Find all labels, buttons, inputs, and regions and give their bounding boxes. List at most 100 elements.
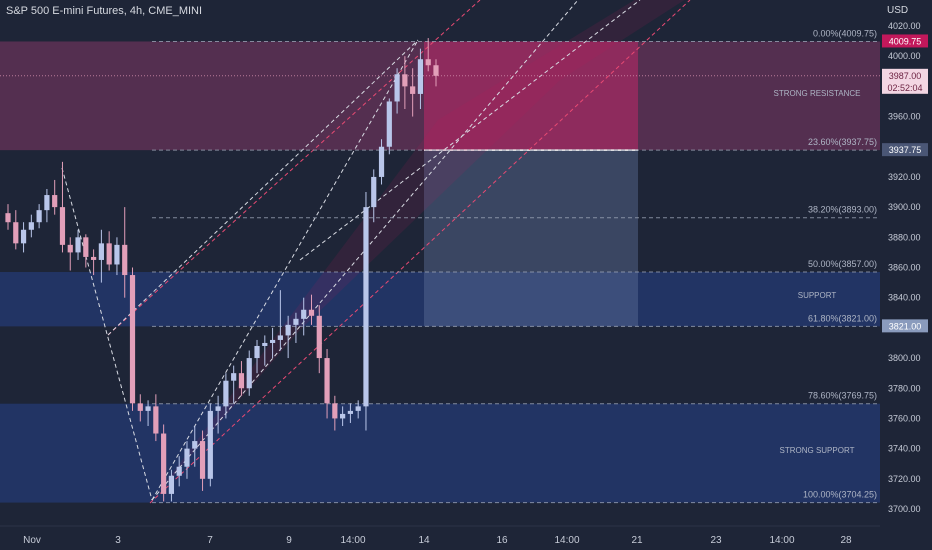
- position-stop-box[interactable]: [424, 150, 638, 327]
- candle-body[interactable]: [20, 229, 27, 244]
- x-tick-label: 14: [418, 535, 430, 546]
- candle-body[interactable]: [308, 309, 315, 316]
- candle-body[interactable]: [231, 373, 237, 381]
- candle-body[interactable]: [332, 403, 338, 419]
- fib-label: 61.80%(3821.00): [808, 313, 877, 323]
- candle-body[interactable]: [59, 207, 66, 245]
- fib-label: 100.00%(3704.25): [803, 490, 877, 500]
- candle-body[interactable]: [137, 403, 143, 411]
- candle-body[interactable]: [347, 410, 353, 414]
- chart-title: S&P 500 E-mini Futures, 4h, CME_MINI: [6, 5, 203, 17]
- price-badge: [882, 34, 928, 48]
- candle-body[interactable]: [293, 318, 299, 325]
- time-axis: [0, 526, 880, 550]
- white-channel-mid: [299, 0, 641, 261]
- candle-body[interactable]: [36, 210, 42, 223]
- candle-body[interactable]: [192, 441, 198, 449]
- y-tick-label: 3860.00: [888, 263, 921, 273]
- y-tick-label: 4020.00: [888, 21, 921, 31]
- candle-body[interactable]: [176, 466, 182, 476]
- candle-body[interactable]: [44, 195, 50, 211]
- candle-body[interactable]: [5, 213, 11, 223]
- candle-body[interactable]: [207, 410, 213, 479]
- candle-body[interactable]: [161, 433, 167, 494]
- x-tick-label: 23: [710, 535, 722, 546]
- candle-body[interactable]: [394, 74, 400, 102]
- y-tick-label: 3840.00: [888, 293, 921, 303]
- candle-body[interactable]: [91, 256, 97, 260]
- price-badge-label: 02:52:04: [887, 83, 922, 93]
- y-tick-label: 4000.00: [888, 51, 921, 61]
- candle-body[interactable]: [145, 406, 151, 411]
- candle-body[interactable]: [168, 475, 175, 494]
- position-target-box[interactable]: [424, 41, 638, 151]
- candle-body[interactable]: [246, 358, 252, 389]
- candle-body[interactable]: [153, 406, 159, 434]
- y-tick-label: 3760.00: [888, 413, 921, 423]
- white-channel-lower: [151, 0, 579, 501]
- candle-body[interactable]: [324, 358, 330, 404]
- candle-body[interactable]: [67, 244, 73, 253]
- candle-body[interactable]: [386, 101, 392, 147]
- candle-body[interactable]: [106, 243, 112, 265]
- swing-down-leg: [61, 167, 153, 501]
- candle-body[interactable]: [122, 244, 128, 276]
- y-tick-label: 3880.00: [888, 232, 921, 242]
- x-tick-label: 9: [286, 535, 292, 546]
- candle-body[interactable]: [417, 59, 424, 94]
- candle-body[interactable]: [13, 222, 19, 244]
- candle-body[interactable]: [98, 243, 104, 260]
- x-tick-label: 14:00: [554, 535, 579, 546]
- swing-up-leg: [151, 39, 419, 501]
- price-badge: [882, 143, 928, 157]
- y-tick-label: 3740.00: [888, 444, 921, 454]
- x-tick-label: 14:00: [340, 535, 365, 546]
- y-tick-label: 3800.00: [888, 353, 921, 363]
- price-badge-label: 3987.00: [889, 71, 922, 81]
- x-tick-label: 3: [115, 535, 121, 546]
- candle-body[interactable]: [316, 315, 322, 359]
- candle-body[interactable]: [129, 275, 136, 404]
- candle-body[interactable]: [425, 59, 431, 66]
- candle-body[interactable]: [378, 146, 385, 177]
- y-tick-label: 3780.00: [888, 383, 921, 393]
- candle-body[interactable]: [355, 406, 361, 411]
- candle-body[interactable]: [301, 309, 307, 319]
- candle-body[interactable]: [238, 373, 245, 389]
- candle-body[interactable]: [75, 237, 81, 253]
- candle-body[interactable]: [215, 406, 221, 411]
- candle-body[interactable]: [285, 324, 291, 336]
- fib-label: 0.00%(4009.75): [813, 28, 877, 38]
- candle-body[interactable]: [340, 413, 346, 419]
- y-tick-label: 3700.00: [888, 504, 921, 514]
- candle-body[interactable]: [83, 237, 89, 257]
- candle-body[interactable]: [223, 380, 229, 407]
- candle-body[interactable]: [28, 222, 34, 230]
- candle-body[interactable]: [262, 342, 268, 346]
- y-tick-label: 3720.00: [888, 474, 921, 484]
- x-tick-label: 28: [840, 535, 852, 546]
- candle-body[interactable]: [371, 176, 377, 208]
- candle-body[interactable]: [433, 65, 439, 76]
- price-badge: [882, 319, 928, 333]
- y-tick-label: 3960.00: [888, 112, 921, 122]
- x-tick-label: 7: [207, 535, 213, 546]
- trend-channels: [61, 0, 691, 504]
- candle-body[interactable]: [114, 244, 120, 265]
- candle-body[interactable]: [402, 74, 408, 87]
- candle-body[interactable]: [254, 345, 260, 359]
- y-tick-label: 3900.00: [888, 202, 921, 212]
- candle-body[interactable]: [269, 339, 276, 343]
- candle-body[interactable]: [410, 86, 416, 94]
- candle-body[interactable]: [363, 207, 369, 407]
- candle-body[interactable]: [199, 441, 206, 479]
- candle-body[interactable]: [277, 335, 283, 340]
- x-tick-label: 21: [631, 535, 643, 546]
- currency-label: USD: [887, 5, 908, 16]
- candle-body[interactable]: [184, 448, 190, 467]
- zone-label: STRONG SUPPORT: [780, 446, 855, 455]
- price-badge: [882, 80, 928, 94]
- candle-body[interactable]: [52, 195, 58, 208]
